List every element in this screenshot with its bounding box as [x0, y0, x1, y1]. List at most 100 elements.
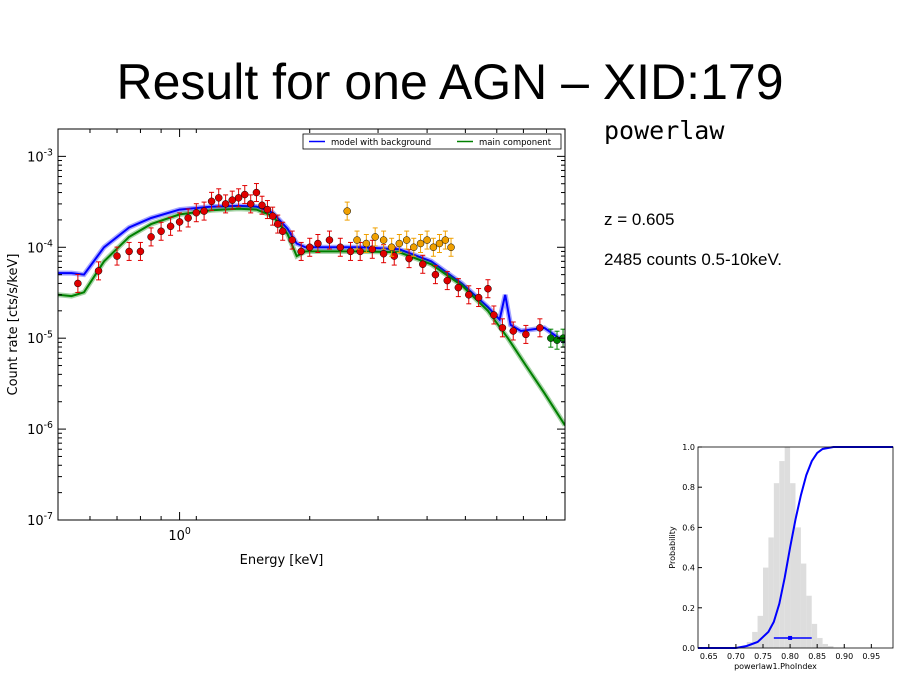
y-tick-label: 0.6	[682, 523, 695, 532]
y-axis-label: Probability	[668, 526, 677, 569]
counts-text: 2485 counts 0.5-10keV.	[604, 250, 783, 269]
data-point	[353, 236, 361, 244]
histogram-bar	[811, 623, 818, 648]
data-point	[395, 239, 404, 248]
histogram-bar	[817, 637, 823, 648]
x-tick-label: 0.65	[700, 652, 718, 661]
data-point	[214, 194, 223, 202]
posterior-frame	[697, 446, 894, 649]
histogram-bar	[752, 631, 758, 648]
legend-box	[302, 133, 562, 150]
data-point	[509, 327, 517, 335]
data-point	[314, 239, 322, 248]
data-point	[362, 239, 371, 248]
x-tick-label: 0.95	[862, 652, 880, 661]
data-point	[136, 247, 145, 256]
data-point	[125, 247, 133, 256]
data-point	[371, 233, 379, 241]
data-point	[246, 200, 255, 208]
spectrum-plot-area	[58, 183, 565, 427]
y-tick-label: 10-6	[27, 420, 53, 438]
legend-label-1: main component	[479, 138, 552, 148]
legend-label-0: model with background	[331, 138, 431, 148]
data-point	[443, 276, 452, 285]
y-tick-label: 10-4	[27, 238, 53, 256]
data-point	[379, 236, 388, 244]
data-point	[441, 236, 450, 244]
x-tick-label: 0.70	[727, 652, 745, 661]
data-point	[343, 207, 351, 215]
data-point	[336, 243, 345, 252]
y-axis-label: Count rate [cts/s/keV]	[6, 254, 21, 396]
histogram-bar	[779, 461, 785, 648]
data-point	[252, 188, 261, 197]
data-point	[368, 245, 377, 254]
data-point	[258, 201, 266, 209]
data-point	[522, 330, 530, 339]
data-point	[74, 279, 82, 288]
estimate-marker	[788, 635, 793, 640]
histogram-bar	[800, 563, 807, 648]
y-tick-label: 1.0	[682, 443, 695, 452]
data-point	[416, 239, 425, 248]
redshift-text: z = 0.605	[604, 210, 675, 229]
data-point	[484, 284, 492, 293]
posterior-chart: 0.0 0.2 0.4 0.6 0.8 1.0 0.65 0.70 0.75 0.80 0.85 0.…	[668, 443, 894, 671]
data-point	[192, 208, 201, 217]
data-point	[435, 239, 444, 248]
data-point	[234, 194, 243, 202]
data-point	[228, 196, 236, 204]
y-tick-label: 0.2	[682, 604, 695, 613]
data-point	[465, 291, 473, 299]
data-point	[113, 252, 121, 260]
y-tick-label: 0.8	[682, 483, 695, 492]
x-axis-label: Energy [keV]	[240, 553, 324, 568]
y-tick-label: 0.4	[682, 564, 695, 573]
data-point	[429, 243, 438, 252]
data-point	[325, 236, 334, 244]
model-name: powerlaw	[604, 116, 725, 145]
data-point	[447, 243, 455, 252]
data-point	[490, 311, 498, 319]
histogram-bar	[806, 595, 812, 648]
y-tick-label: 10-3	[27, 148, 53, 166]
y-tick-label: 10-5	[27, 329, 53, 347]
histogram-bar	[828, 645, 834, 648]
data-point	[221, 200, 230, 208]
cdf-line	[698, 446, 893, 649]
x-tick-label: 0.80	[781, 652, 799, 661]
data-point	[263, 205, 272, 214]
data-point	[431, 270, 440, 279]
legend: model with background main component	[302, 133, 562, 150]
x-tick-label: 0.90	[835, 652, 853, 661]
data-point	[536, 324, 544, 332]
data-point	[288, 236, 296, 244]
data-point	[356, 247, 364, 256]
data-point	[402, 236, 411, 244]
data-point	[184, 214, 192, 222]
histogram-bar	[795, 527, 801, 648]
data-point	[474, 293, 483, 302]
x-tick-label: 100	[168, 526, 191, 544]
data-point	[273, 220, 282, 228]
y-tick-label: 0.0	[682, 644, 695, 653]
histogram-bar	[822, 643, 828, 648]
data-point	[207, 197, 216, 206]
data-point	[241, 190, 249, 199]
x-axis-label: powerlaw1.PhoIndex	[734, 662, 817, 671]
data-point	[410, 243, 418, 252]
histogram-bar	[784, 447, 791, 648]
series-line-0	[58, 204, 565, 344]
spectrum-frame	[57, 128, 566, 521]
y-tick-label: 10-7	[27, 511, 53, 529]
histogram-bar	[757, 615, 763, 648]
data-point	[94, 267, 103, 275]
slide-title: Result for one AGN – XID:179	[116, 54, 784, 110]
data-point	[405, 254, 413, 263]
histogram-bar	[768, 537, 774, 648]
x-tick-label: 0.85	[808, 652, 826, 661]
data-point	[379, 249, 388, 258]
data-point	[297, 247, 305, 256]
spectrum-chart: 10-7 10-6 10-5 10-4 10-3 100 Energy [keV] Count…	[6, 128, 566, 568]
data-point	[268, 212, 277, 220]
